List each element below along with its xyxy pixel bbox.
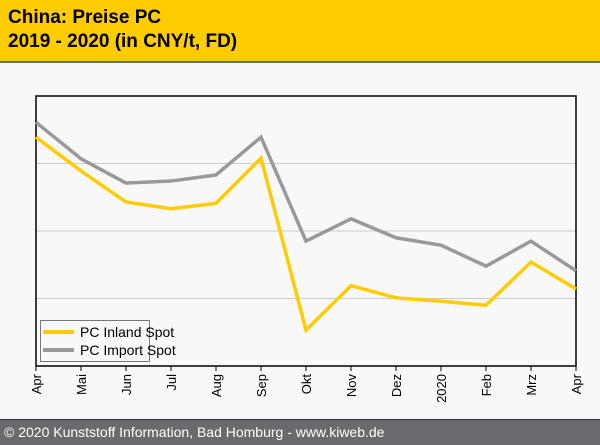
x-tick-label: Aug [209,374,224,397]
x-tick-label: Sep [254,374,269,397]
title-line-2: 2019 - 2020 (in CNY/t, FD) [8,31,238,52]
chart-header: China: Preise PC 2019 - 2020 (in CNY/t, … [0,0,600,63]
series-line-import [34,120,577,273]
x-tick-label: Feb [479,374,494,396]
x-tick-label: Nov [344,374,359,398]
x-tick-label: Okt [299,374,314,395]
x-tick-label: Apr [29,373,44,394]
gridlines [36,163,576,299]
legend-item-import: PC Import Spot [43,341,176,359]
x-tick-label: Dez [389,374,404,397]
x-tick-label: Apr [569,373,584,394]
legend: PC Inland Spot PC Import Spot [40,320,176,362]
series-lines [34,120,577,334]
series-line-inland [34,135,577,334]
legend-label-inland: PC Inland Spot [80,324,175,340]
title-line-1: China: Preise PC [8,7,162,28]
x-tick-label: Mai [74,374,89,395]
x-tick-label: Jul [164,374,179,391]
copyright-text: © 2020 Kunststoff Information, Bad Hombu… [4,424,385,440]
x-tick-label: Mrz [524,374,539,396]
x-axis-ticks [35,366,577,371]
legend-swatch-import [43,348,74,352]
x-tick-label: 2020 [434,374,449,403]
footer: © 2020 Kunststoff Information, Bad Hombu… [0,419,600,445]
x-tick-label: Jun [119,374,134,395]
legend-swatch-inland [43,330,74,334]
legend-item-inland: PC Inland Spot [43,323,174,341]
x-axis-labels: Apr Mai Jun Jul Aug Sep Okt Nov Dez 2020 Feb Mrz Apr [29,373,584,403]
chart-title: China: Preise PC 2019 - 2020 (in CNY/t, … [8,6,237,54]
legend-label-import: PC Import Spot [80,342,176,358]
